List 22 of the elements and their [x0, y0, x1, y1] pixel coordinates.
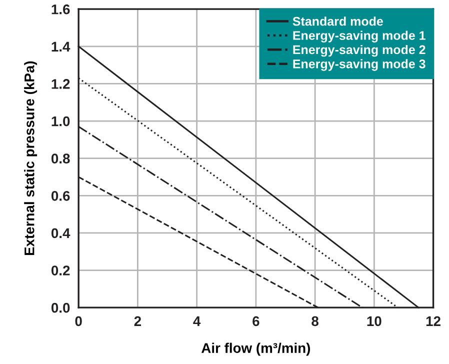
y-tick-label: 1.6 — [52, 4, 70, 14]
x-tick-label: 12 — [426, 316, 440, 326]
y-axis-title: External static pressure (kPa) — [24, 61, 38, 256]
x-axis-title: Air flow (m³/min) — [201, 342, 310, 356]
legend-label: Energy-saving mode 1 — [293, 30, 426, 42]
y-tick-label: 0.0 — [51, 302, 70, 313]
x-tick-label: 2 — [134, 316, 141, 326]
y-tick-label: 0.8 — [51, 154, 70, 164]
y-tick-label: 1.2 — [52, 79, 70, 89]
x-tick-label: 4 — [193, 316, 201, 326]
x-tick-label: 6 — [252, 316, 260, 326]
x-tick-label: 8 — [312, 316, 318, 326]
y-tick-label: 0.4 — [51, 228, 70, 238]
y-tick-label: 1.4 — [52, 42, 70, 52]
y-tick-label: 0.6 — [51, 190, 70, 201]
x-tick-label: 0 — [75, 316, 82, 326]
x-tick-label: 10 — [367, 316, 382, 326]
legend-label: Energy-saving mode 3 — [293, 59, 426, 71]
y-tick-label: 1.0 — [52, 116, 70, 126]
legend-label: Standard mode — [292, 16, 383, 26]
legend-label: Energy-saving mode 2 — [293, 44, 426, 57]
y-tick-label: 0.2 — [51, 266, 70, 276]
